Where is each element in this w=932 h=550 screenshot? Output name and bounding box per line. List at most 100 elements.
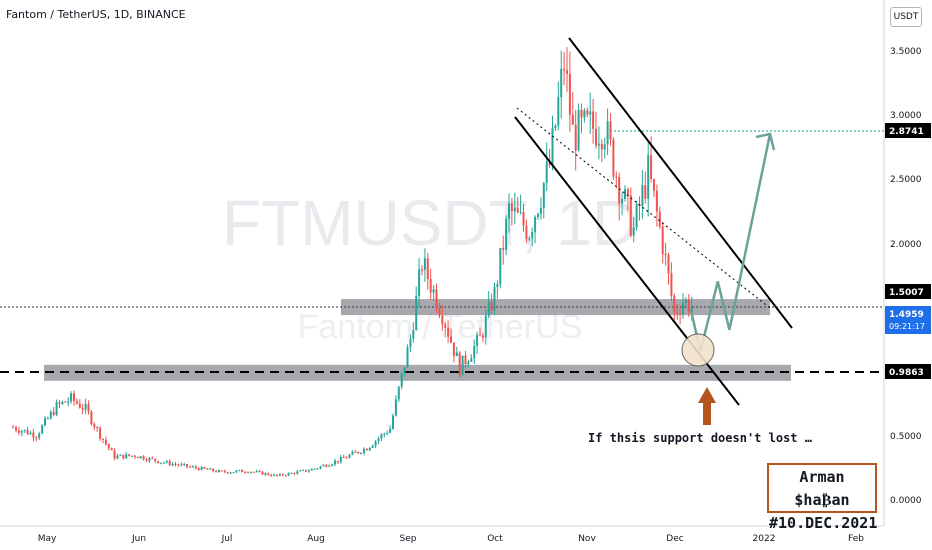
candle-body — [17, 430, 20, 433]
candle-body — [267, 473, 270, 476]
candle-body — [241, 469, 244, 473]
signature-name: Arman $ha₿an — [794, 468, 850, 509]
candle-body — [307, 470, 310, 472]
candle-body — [273, 474, 276, 476]
candle-body — [157, 461, 160, 464]
candle-body — [168, 461, 171, 466]
candle-body — [171, 463, 174, 466]
candle-body — [125, 454, 128, 459]
signature-box: Arman $ha₿an #10.DEC.2021 — [767, 463, 877, 532]
candle-body — [52, 411, 55, 416]
candle-body — [334, 460, 336, 465]
candle-body — [145, 459, 148, 461]
candle-body — [186, 464, 189, 467]
candle-body — [447, 327, 450, 337]
candle-body — [371, 445, 374, 448]
candle-body — [409, 338, 412, 348]
candle-body — [592, 111, 595, 129]
candle-body — [107, 443, 110, 449]
candle-body — [183, 464, 186, 466]
time-tick-label: May — [38, 534, 57, 544]
candle-body — [673, 295, 676, 312]
candle-body — [650, 155, 653, 180]
candle-body — [548, 161, 551, 166]
candle-body — [113, 450, 116, 459]
candle-body — [354, 451, 357, 453]
currency-button[interactable]: USDT — [890, 7, 922, 27]
candle-body — [621, 198, 624, 204]
candle-body — [505, 218, 508, 250]
candle-body — [458, 352, 461, 376]
candle-body — [119, 454, 122, 456]
candle-body — [423, 258, 426, 270]
candle-body — [661, 226, 664, 255]
candle-body — [96, 427, 99, 429]
candle-body — [557, 97, 560, 126]
candle-body — [551, 128, 554, 166]
candle-body — [435, 289, 438, 309]
candle-body — [470, 358, 473, 362]
candle-body — [684, 299, 687, 303]
candle-body — [351, 451, 354, 455]
candle-body — [177, 464, 180, 466]
price-axis[interactable]: 3.5000 3.0000 2.5000 2.0000 0.5000 0.0000 2.87… — [883, 0, 931, 526]
candle-body — [377, 438, 380, 442]
candle-body — [131, 455, 133, 457]
price-tick-label: 0.5000 — [890, 432, 922, 442]
candle-body — [389, 428, 392, 433]
candle-body — [647, 155, 650, 199]
candle-body — [189, 466, 191, 468]
candle-body — [15, 427, 17, 431]
time-tick-label: Jul — [221, 534, 233, 544]
candle-body — [197, 468, 200, 471]
time-tick-label: 2022 — [753, 534, 776, 544]
candle-body — [38, 433, 41, 438]
candle-body — [360, 452, 363, 454]
candle-body — [299, 470, 302, 472]
candle-body — [81, 407, 84, 410]
candle-body — [467, 361, 470, 364]
target-price-label-bg — [885, 123, 931, 138]
candle-body — [400, 372, 403, 387]
candle-body — [490, 301, 493, 311]
candle-body — [452, 342, 455, 357]
candle-body — [357, 451, 360, 454]
candle-body — [325, 464, 328, 467]
candle-body — [261, 471, 264, 475]
candle-body — [580, 109, 583, 118]
candle-body — [629, 195, 632, 236]
candle-body — [244, 472, 247, 474]
candle-body — [238, 469, 241, 471]
candle-body — [23, 429, 26, 431]
countdown-label: 09:21:17 — [889, 322, 925, 331]
candle-body — [223, 471, 226, 473]
candle-body — [365, 448, 368, 451]
candle-body — [525, 225, 528, 239]
candle-body — [690, 307, 693, 313]
candle-body — [670, 273, 673, 296]
candle-body — [255, 471, 258, 473]
candle-body — [586, 110, 589, 115]
candle-body — [510, 203, 513, 212]
candle-body — [64, 401, 67, 403]
candle-body — [534, 217, 537, 232]
candle-body — [484, 315, 487, 338]
time-axis[interactable]: May Jun Jul Aug Sep Oct Nov Dec 2022 Feb — [0, 525, 884, 544]
candle-body — [174, 463, 177, 465]
candle-body — [635, 203, 638, 228]
support-circle — [681, 333, 715, 367]
candle-body — [345, 457, 348, 459]
candle-body — [165, 461, 168, 463]
time-tick-label: Dec — [666, 534, 683, 544]
price-tick-label: 3.0000 — [890, 111, 922, 121]
candle-body — [609, 121, 612, 140]
candle-body — [276, 474, 278, 476]
candle-body — [392, 415, 394, 429]
candle-body — [44, 418, 46, 426]
drawings — [514, 37, 793, 425]
candle-body — [90, 411, 93, 425]
candle-body — [264, 473, 267, 475]
price-tick-label: 3.5000 — [890, 47, 922, 57]
candle-body — [531, 231, 534, 239]
